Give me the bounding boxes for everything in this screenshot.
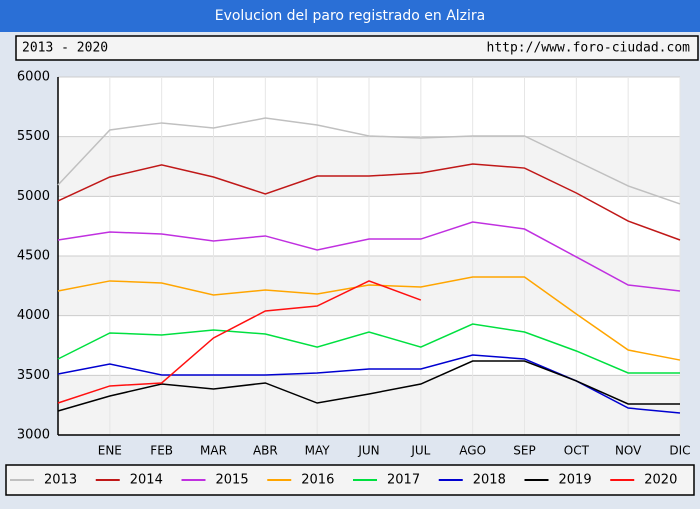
x-tick-label: MAY — [305, 444, 331, 458]
source: http://www.foro-ciudad.com — [487, 41, 691, 56]
x-tick-label: NOV — [615, 444, 642, 458]
x-tick-label: ABR — [253, 444, 278, 458]
legend-box — [5, 464, 695, 496]
legend-label: 2017 — [387, 473, 420, 488]
series-line — [57, 360, 680, 412]
chart-title: Evolucion del paro registrado en Alzira — [215, 8, 486, 24]
legend-label: 2019 — [559, 473, 592, 488]
x-tick-label: MAR — [200, 444, 227, 458]
legend-label: 2013 — [44, 473, 77, 488]
legend-label: 2015 — [216, 473, 249, 488]
title-bar — [0, 0, 700, 32]
series-line — [57, 323, 680, 374]
y-tick-label: 3500 — [17, 368, 50, 383]
y-tick-label: 4000 — [17, 308, 50, 323]
subtitle: 2013 - 2020 — [22, 41, 108, 56]
x-tick-label: AGO — [459, 444, 486, 458]
y-tick-label: 4500 — [17, 249, 50, 264]
series-line — [57, 163, 681, 241]
legend-label: 2014 — [130, 473, 163, 488]
y-tick-label: 6000 — [17, 70, 50, 85]
legend-label: 2018 — [473, 473, 506, 488]
x-tick-label: JUL — [410, 444, 430, 458]
series-line — [57, 117, 681, 205]
series-line — [57, 280, 422, 404]
x-tick-label: OCT — [564, 444, 590, 458]
x-tick-label: DIC — [669, 444, 690, 458]
x-tick-label: JUN — [357, 444, 379, 458]
y-tick-label: 5000 — [17, 189, 50, 204]
legend-label: 2020 — [644, 473, 677, 488]
series-line — [57, 276, 681, 361]
subtitle-box — [15, 35, 699, 61]
y-tick-label: 3000 — [17, 428, 50, 443]
x-tick-label: ENE — [98, 444, 122, 458]
y-tick-label: 5500 — [17, 129, 50, 144]
legend-label: 2016 — [301, 473, 334, 488]
x-tick-label: FEB — [150, 444, 173, 458]
series-line — [57, 221, 681, 292]
x-tick-label: SEP — [513, 444, 535, 458]
